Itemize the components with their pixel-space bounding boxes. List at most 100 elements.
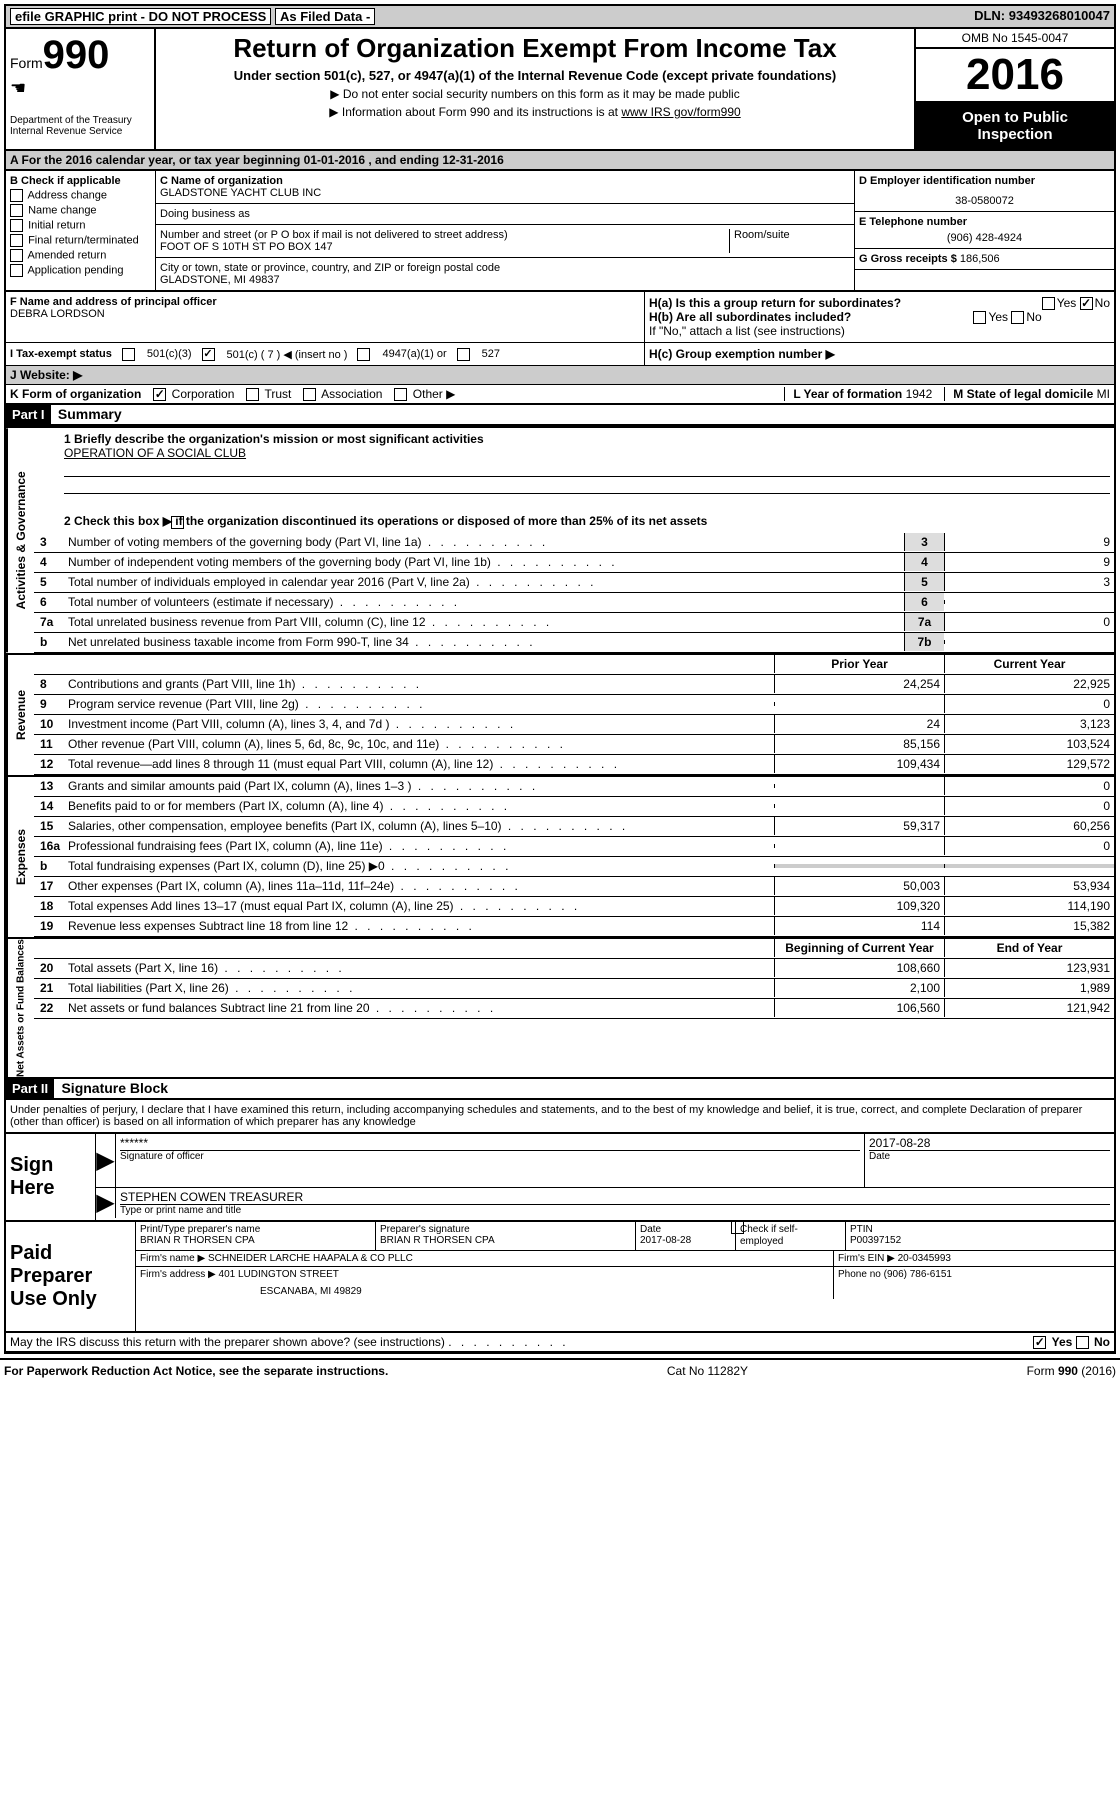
prep-name: BRIAN R THORSEN CPA [140,1235,371,1246]
line-num: 3 [34,535,64,549]
prior-value: 109,320 [774,897,944,915]
net-assets-section: Net Assets or Fund Balances Beginning of… [6,937,1114,1079]
table-row: 6 Total number of volunteers (estimate i… [34,593,1114,613]
hb-label: H(b) Are all subordinates included? [649,310,851,324]
table-row: 19 Revenue less expenses Subtract line 1… [34,917,1114,937]
domicile-label: M State of legal domicile [953,387,1093,401]
ck-line2[interactable] [171,516,184,529]
ptin-label: PTIN [850,1224,1110,1235]
tax-exempt-label: I Tax-exempt status [10,348,112,360]
prep-sig: BRIAN R THORSEN CPA [380,1235,631,1246]
stars: ****** [120,1136,860,1150]
ck-self-employed[interactable] [731,1221,744,1234]
phone-value: (906) 428-4924 [859,232,1110,244]
ck-hb-no[interactable] [1011,311,1024,324]
lbl-no2: No [1026,310,1041,324]
ck-final-return[interactable] [10,234,23,247]
prior-value [774,864,944,868]
firm-ein: 20-0345993 [898,1253,951,1264]
ck-discuss-no[interactable] [1076,1336,1089,1349]
line-box: 4 [904,553,944,571]
firm-ein-label: Firm's EIN ▶ [838,1253,895,1264]
ck-app-pending[interactable] [10,264,23,277]
lbl-discuss-yes: Yes [1052,1335,1073,1349]
footer-form-no: Form 990 (2016) [1027,1364,1116,1378]
part-i-title: Summary [54,406,122,422]
addr-label: Number and street (or P O box if mail is… [160,229,725,241]
table-row: 8 Contributions and grants (Part VIII, l… [34,675,1114,695]
line-desc: Net unrelated business taxable income fr… [64,633,904,651]
ck-association[interactable] [303,388,316,401]
line-num: 5 [34,575,64,589]
line-desc: Revenue less expenses Subtract line 18 f… [64,917,774,935]
line-desc: Total number of individuals employed in … [64,573,904,591]
hdr-prior-year: Prior Year [774,655,944,673]
ck-other[interactable] [394,388,407,401]
paid-preparer-label: Paid Preparer Use Only [6,1222,136,1331]
ck-discuss-yes[interactable] [1033,1336,1046,1349]
open-public-2: Inspection [922,126,1108,143]
open-public-1: Open to Public [922,109,1108,126]
row-j-website: J Website: ▶ [6,366,1114,385]
lbl-assoc: Association [321,387,382,401]
ptin-value: P00397152 [850,1235,1110,1246]
lbl-corp: Corporation [172,387,235,401]
ck-hb-yes[interactable] [973,311,986,324]
ein-label: D Employer identification number [859,175,1110,187]
ein-value: 38-0580072 [859,195,1110,207]
lbl-527: 527 [482,348,500,360]
ck-corporation[interactable] [153,388,166,401]
year-formation-label: L Year of formation [793,387,902,401]
prior-value: 2,100 [774,979,944,997]
lbl-name-change: Name change [28,204,97,216]
firm-name: SCHNEIDER LARCHE HAAPALA & CO PLLC [208,1253,413,1264]
form-label: Form [10,55,43,71]
footer-cat-no: Cat No 11282Y [667,1364,748,1378]
line-num: 10 [34,717,64,731]
form-subtitle: Under section 501(c), 527, or 4947(a)(1)… [164,68,906,83]
tax-year: 2016 [916,49,1114,103]
ck-501c7[interactable] [202,348,215,361]
prior-value [774,784,944,788]
side-expenses: Expenses [6,777,34,937]
hc-label: H(c) Group exemption number ▶ [649,347,835,361]
ck-4947[interactable] [357,348,370,361]
revenue-section: Revenue Prior Year Current Year 8 Contri… [6,653,1114,775]
sig-date-value: 2017-08-28 [869,1136,1110,1150]
part-ii-title: Signature Block [57,1080,168,1096]
line-num: b [34,859,64,873]
current-value: 123,931 [944,959,1114,977]
instr-link[interactable]: www IRS gov/form990 [621,105,740,119]
gross-label: G Gross receipts $ [859,253,957,265]
part-i-label: Part I [6,405,51,424]
ck-initial-return[interactable] [10,219,23,232]
ck-527[interactable] [457,348,470,361]
lbl-initial-return: Initial return [28,219,85,231]
line-num: 11 [34,737,64,751]
col-b-label: B Check if applicable [10,175,151,187]
ck-ha-yes[interactable] [1042,297,1055,310]
current-value: 0 [944,695,1114,713]
prior-value: 24,254 [774,675,944,693]
ck-address-change[interactable] [10,189,23,202]
phone-label: E Telephone number [859,216,1110,228]
ck-amended-return[interactable] [10,249,23,262]
lbl-amended-return: Amended return [27,249,106,261]
line-desc: Other expenses (Part IX, column (A), lin… [64,877,774,895]
lbl-discuss-no: No [1094,1335,1110,1349]
form-org-label: K Form of organization [10,387,141,401]
current-value: 0 [944,797,1114,815]
ck-ha-no[interactable] [1080,297,1093,310]
check-self-employed: Check if self-employed [740,1224,798,1247]
discuss-row: May the IRS discuss this return with the… [6,1333,1114,1352]
instr-2: ▶ Information about Form 990 and its ins… [329,105,621,119]
ha-label: H(a) Is this a group return for subordin… [649,296,901,310]
sig-date-label: Date [869,1150,1110,1162]
line2-label: 2 Check this box ▶ if the organization d… [64,514,707,528]
line-desc: Total unrelated business revenue from Pa… [64,613,904,631]
line-desc: Net assets or fund balances Subtract lin… [64,999,774,1017]
ck-501c3[interactable] [122,348,135,361]
ck-trust[interactable] [246,388,259,401]
line-num: 19 [34,919,64,933]
ck-name-change[interactable] [10,204,23,217]
